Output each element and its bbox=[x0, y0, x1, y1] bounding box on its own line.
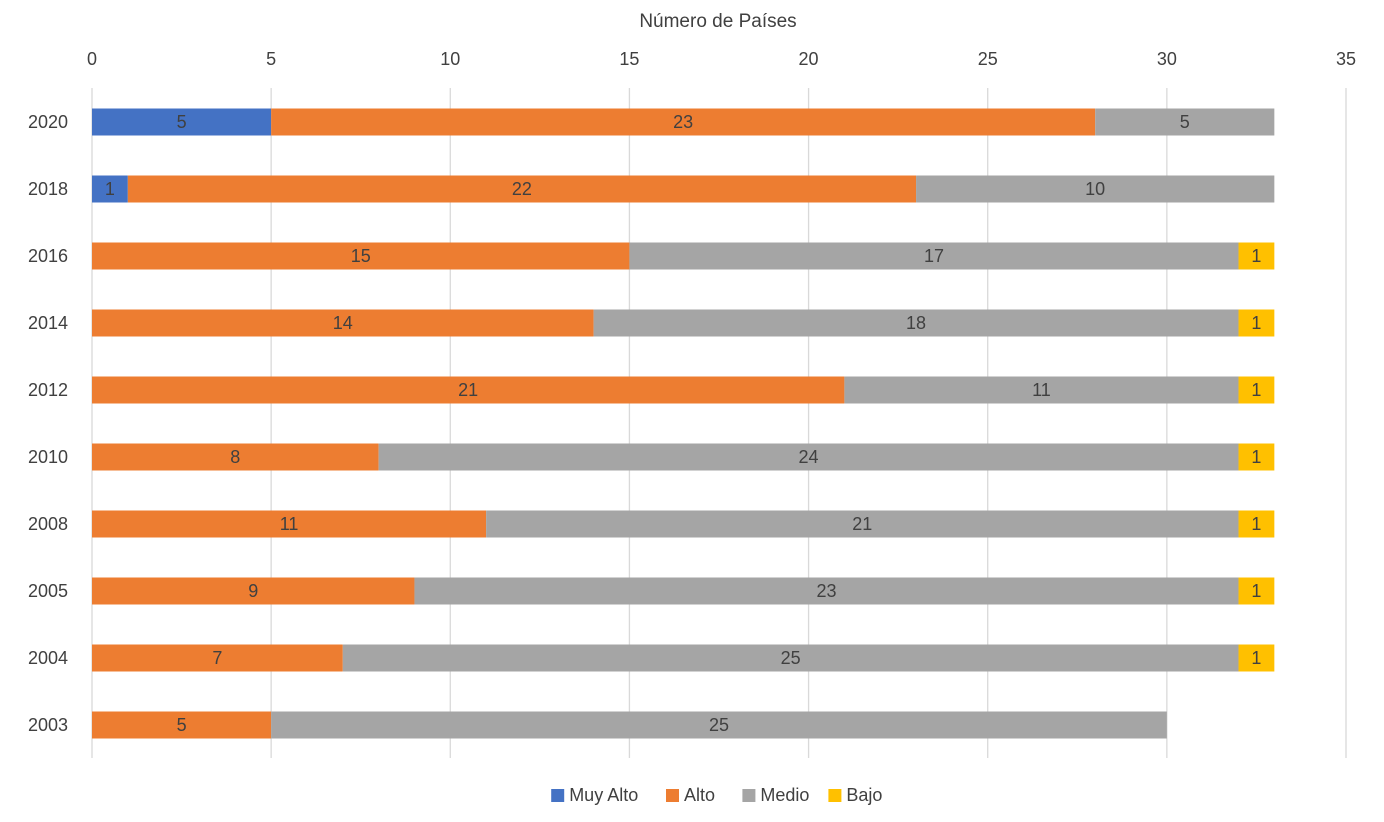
data-label: 22 bbox=[512, 179, 532, 199]
bar-segment bbox=[92, 175, 128, 203]
bar-segment bbox=[92, 376, 845, 404]
y-axis-categories: 2020 2018 2016 2014 2012 2010 2008 2005 2004 2003 bbox=[28, 112, 68, 735]
bar-segment bbox=[1238, 577, 1275, 605]
bar-segment bbox=[916, 175, 1275, 203]
data-label: 1 bbox=[1251, 514, 1261, 534]
x-tick-label: 0 bbox=[87, 49, 97, 69]
category-label: 2008 bbox=[28, 514, 68, 534]
data-label: 25 bbox=[781, 648, 801, 668]
data-label: 1 bbox=[1251, 447, 1261, 467]
legend-swatch bbox=[742, 789, 756, 802]
data-label: 23 bbox=[816, 581, 836, 601]
bar-segment bbox=[271, 711, 1167, 739]
data-label: 23 bbox=[673, 112, 693, 132]
category-label: 2014 bbox=[28, 313, 68, 333]
bar-segment bbox=[127, 175, 917, 203]
bar-segment bbox=[342, 644, 1239, 672]
data-label: 7 bbox=[212, 648, 222, 668]
bar-segment bbox=[593, 309, 1239, 337]
category-label: 2016 bbox=[28, 246, 68, 266]
data-label: 1 bbox=[1251, 648, 1261, 668]
bar-segment bbox=[486, 510, 1239, 538]
bar-segment bbox=[414, 577, 1239, 605]
data-label: 11 bbox=[280, 514, 299, 534]
category-label: 2003 bbox=[28, 715, 68, 735]
category-label: 2005 bbox=[28, 581, 68, 601]
bar-segment bbox=[92, 577, 415, 605]
data-label: 1 bbox=[1251, 246, 1261, 266]
legend-label: Muy Alto bbox=[569, 785, 638, 805]
bar-segment bbox=[92, 510, 487, 538]
data-label: 18 bbox=[906, 313, 926, 333]
data-label: 21 bbox=[852, 514, 872, 534]
legend-label: Bajo bbox=[846, 785, 882, 805]
data-label: 25 bbox=[709, 715, 729, 735]
data-label: 14 bbox=[333, 313, 353, 333]
legend-swatch bbox=[828, 789, 842, 802]
data-label: 1 bbox=[1251, 581, 1261, 601]
data-label: 17 bbox=[924, 246, 944, 266]
data-label: 15 bbox=[351, 246, 371, 266]
bar-segment bbox=[1095, 108, 1275, 136]
x-tick-label: 35 bbox=[1336, 49, 1356, 69]
legend: Muy Alto Alto Medio Bajo bbox=[551, 785, 882, 805]
legend-swatch bbox=[666, 789, 679, 802]
legend-swatch bbox=[551, 789, 565, 802]
legend-label: Alto bbox=[684, 785, 715, 805]
data-label: 10 bbox=[1085, 179, 1105, 199]
bar-segment bbox=[844, 376, 1239, 404]
bar-segment bbox=[92, 644, 343, 672]
x-tick-label: 20 bbox=[799, 49, 819, 69]
category-label: 2020 bbox=[28, 112, 68, 132]
category-label: 2018 bbox=[28, 179, 68, 199]
bar-segment bbox=[378, 443, 1239, 471]
x-tick-label: 10 bbox=[440, 49, 460, 69]
bar-segment bbox=[92, 443, 379, 471]
bar-segment bbox=[1238, 376, 1275, 404]
x-tick-label: 25 bbox=[978, 49, 998, 69]
bar-segment bbox=[1238, 510, 1275, 538]
bar-segment bbox=[1238, 443, 1275, 471]
bar-segment bbox=[271, 108, 1096, 136]
bar-segment bbox=[629, 242, 1239, 270]
data-label: 5 bbox=[177, 112, 187, 132]
x-axis-ticks: 0 5 10 15 20 25 30 35 bbox=[87, 49, 1356, 69]
x-tick-label: 15 bbox=[619, 49, 639, 69]
bar-segment bbox=[92, 108, 272, 136]
bar-segment bbox=[1238, 309, 1275, 337]
x-tick-label: 5 bbox=[266, 49, 276, 69]
category-label: 2012 bbox=[28, 380, 68, 400]
legend-label: Medio bbox=[760, 785, 809, 805]
bar-segment bbox=[1238, 242, 1275, 270]
data-label: 9 bbox=[248, 581, 258, 601]
category-label: 2010 bbox=[28, 447, 68, 467]
data-label: 8 bbox=[230, 447, 240, 467]
data-label: 1 bbox=[105, 179, 115, 199]
data-label: 24 bbox=[799, 447, 819, 467]
bar-segment bbox=[92, 242, 630, 270]
bars bbox=[92, 108, 1275, 739]
bar-segment bbox=[1238, 644, 1275, 672]
bar-segment bbox=[92, 711, 272, 739]
x-tick-label: 30 bbox=[1157, 49, 1177, 69]
chart-title: Número de Países bbox=[639, 11, 796, 32]
data-label: 1 bbox=[1251, 313, 1261, 333]
data-label: 1 bbox=[1251, 380, 1261, 400]
data-label: 5 bbox=[1180, 112, 1190, 132]
bar-segment bbox=[92, 309, 594, 337]
data-label: 21 bbox=[458, 380, 478, 400]
data-label: 5 bbox=[177, 715, 187, 735]
category-label: 2004 bbox=[28, 648, 68, 668]
data-label: 11 bbox=[1032, 380, 1051, 400]
